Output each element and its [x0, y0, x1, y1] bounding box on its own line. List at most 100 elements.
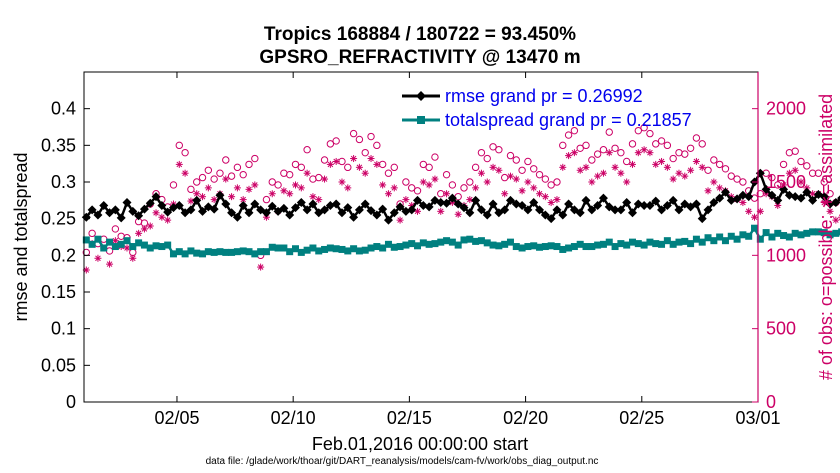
- totalspread-point: [512, 243, 520, 251]
- totalspread-point: [326, 244, 334, 252]
- obs-possible-point: [791, 147, 799, 155]
- rmse-point: [413, 195, 423, 205]
- rmse-point: [372, 210, 382, 220]
- obs-possible-point: [303, 146, 311, 154]
- totalspread-point: [355, 247, 363, 255]
- rmse-point: [471, 195, 481, 205]
- obs-possible-point: [326, 140, 335, 148]
- obs-assimilated-point: [518, 187, 526, 195]
- rmse-point: [232, 212, 242, 222]
- totalspread-point: [536, 243, 544, 251]
- totalspread-point: [425, 240, 433, 248]
- obs-possible-point: [669, 154, 677, 163]
- obs-possible-point: [216, 169, 224, 177]
- rmse-point: [192, 195, 202, 205]
- obs-possible-point: [547, 181, 555, 189]
- totalspread-point: [100, 244, 108, 252]
- left-y-tick-label: 0: [66, 392, 76, 412]
- rmse-point: [267, 201, 277, 211]
- rmse-point: [285, 210, 295, 220]
- obs-assimilated-point: [321, 175, 329, 183]
- obs-possible-point: [483, 154, 491, 163]
- totalspread-point: [437, 238, 445, 246]
- obs-possible-point: [698, 140, 706, 148]
- totalspread-point: [286, 248, 294, 256]
- obs-possible-point: [198, 173, 207, 182]
- obs-possible-point: [361, 148, 369, 157]
- totalspread-point: [315, 247, 323, 255]
- totalspread-point: [576, 240, 584, 248]
- rmse-point: [610, 205, 620, 215]
- rmse-point: [593, 200, 603, 210]
- totalspread-point: [350, 245, 358, 253]
- rmse-point: [488, 199, 498, 209]
- chart-title-line2: GPSRO_REFRACTIVITY @ 13470 m: [259, 47, 580, 68]
- rmse-point: [198, 206, 208, 216]
- rmse-point: [564, 199, 574, 209]
- obs-assimilated-point: [344, 184, 352, 192]
- obs-assimilated-point: [129, 254, 137, 262]
- right-y-tick-label: 1000: [766, 245, 806, 265]
- rmse-point: [622, 198, 632, 208]
- totalspread-point: [332, 245, 340, 253]
- obs-assimilated-point: [280, 187, 288, 195]
- rmse-point: [657, 205, 667, 215]
- obs-assimilated-point: [309, 193, 317, 201]
- totalspread-point: [129, 243, 137, 251]
- totalspread-point: [669, 240, 677, 248]
- rmse-point: [139, 204, 149, 214]
- obs-assimilated-point: [692, 157, 700, 165]
- obs-possible-point: [100, 235, 108, 243]
- rmse-point: [540, 210, 550, 220]
- obs-possible-point: [820, 178, 828, 186]
- totalspread-point: [623, 241, 631, 249]
- rmse-point: [395, 202, 405, 212]
- obs-possible-point: [727, 172, 735, 180]
- obs-assimilated-point: [594, 172, 602, 180]
- obs-assimilated-point: [745, 207, 753, 215]
- obs-assimilated-point: [419, 178, 427, 186]
- totalspread-point: [414, 242, 422, 250]
- obs-possible-point: [320, 156, 329, 164]
- rmse-point: [453, 199, 463, 209]
- totalspread-point: [716, 233, 724, 241]
- totalspread-point: [762, 229, 770, 237]
- rmse-point: [349, 212, 359, 222]
- totalspread-point: [553, 243, 561, 251]
- rmse-point: [186, 205, 196, 215]
- totalspread-point: [297, 248, 305, 256]
- obs-assimilated-point: [303, 169, 311, 177]
- rmse-point: [436, 198, 446, 208]
- rmse-point: [767, 190, 777, 200]
- obs-possible-point: [530, 165, 538, 173]
- rmse-point: [796, 193, 806, 203]
- totalspread-point: [582, 243, 590, 251]
- obs-assimilated-point: [710, 178, 718, 186]
- totalspread-point: [222, 248, 230, 256]
- rmse-point: [674, 205, 684, 215]
- obs-assimilated-point: [681, 172, 689, 180]
- obs-assimilated-point: [437, 207, 445, 215]
- legend-rmse-label: rmse grand pr = 0.26992: [445, 86, 643, 106]
- rmse-point: [837, 195, 840, 201]
- obs-assimilated-point: [605, 149, 613, 157]
- obs-possible-point: [437, 190, 445, 198]
- rmse-point: [575, 208, 585, 218]
- totalspread-point: [541, 243, 549, 251]
- rmse-point: [476, 205, 486, 215]
- obs-possible-point: [268, 178, 276, 186]
- totalspread-point: [501, 240, 509, 248]
- rmse-point: [482, 210, 492, 220]
- totalspread-point: [460, 236, 468, 244]
- obs-possible-point: [617, 148, 625, 157]
- rmse-point: [424, 202, 434, 212]
- totalspread-point: [135, 239, 143, 247]
- obs-assimilated-point: [501, 190, 509, 198]
- totalspread-point: [239, 247, 247, 255]
- rmse-point: [110, 205, 120, 215]
- rmse-point: [320, 205, 330, 215]
- obs-possible-point: [338, 157, 346, 166]
- obs-assimilated-point: [431, 175, 439, 183]
- totalspread-point: [321, 245, 329, 253]
- obs-assimilated-point: [338, 178, 346, 186]
